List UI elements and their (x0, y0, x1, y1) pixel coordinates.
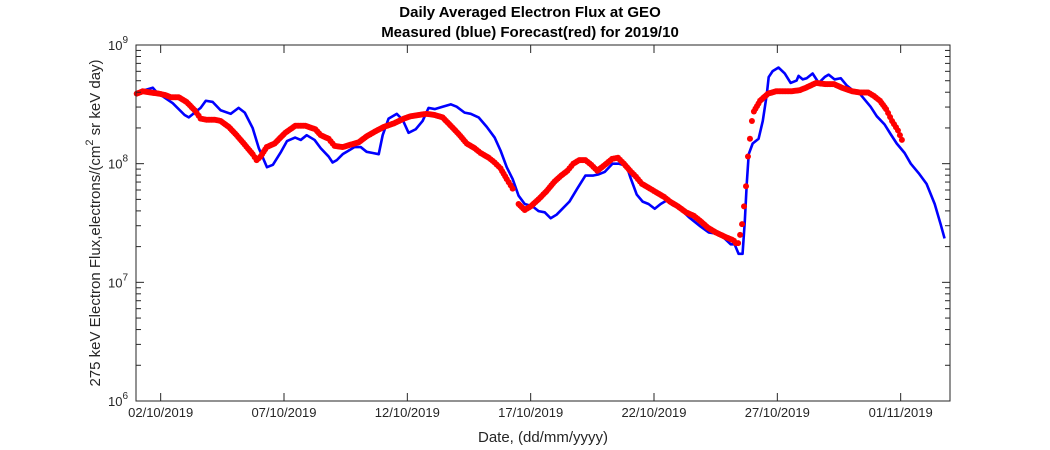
forecast-point (898, 136, 905, 143)
forecast-point (746, 135, 753, 142)
forecast-point (509, 185, 516, 192)
plot-area (136, 45, 950, 401)
y-axis-label-sup: 2 (84, 139, 96, 145)
y-tick-exponent: 8 (122, 154, 128, 165)
axes-frame (135, 44, 951, 402)
y-tick-base: 10 (108, 394, 122, 409)
forecast-point (748, 117, 755, 124)
y-tick-label: 107 (108, 272, 128, 290)
chart-subtitle: Measured (blue) Forecast(red) for 2019/1… (381, 24, 679, 41)
forecast-point (739, 221, 746, 228)
chart-title: Daily Averaged Electron Flux at GEO (399, 4, 661, 21)
x-tick-label: 12/10/2019 (375, 405, 440, 420)
x-tick-label: 01/11/2019 (869, 405, 933, 420)
x-tick-label: 02/10/2019 (128, 405, 193, 420)
series-line-measured (136, 66, 946, 256)
y-tick-exponent: 9 (122, 35, 128, 46)
y-tick-base: 10 (108, 275, 122, 290)
forecast-point (737, 231, 744, 238)
y-axis-label-rest: sr keV day) (87, 59, 104, 139)
x-tick-label: 22/10/2019 (621, 405, 686, 420)
forecast-point (735, 240, 742, 247)
forecast-point (744, 153, 751, 160)
x-axis-label: Date, (dd/mm/yyyy) (478, 429, 608, 446)
y-tick-base: 10 (108, 157, 122, 172)
forecast-point (741, 203, 748, 210)
x-tick-label: 07/10/2019 (251, 405, 316, 420)
series-layer (133, 66, 946, 256)
y-tick-label: 109 (108, 35, 128, 53)
y-tick-label: 106 (108, 391, 128, 409)
y-tick-exponent: 6 (122, 391, 128, 402)
x-tick-label: 27/10/2019 (745, 405, 810, 420)
y-axis-label-main: 275 keV Electron Flux,electrons/(cm (87, 146, 104, 387)
forecast-point (896, 132, 903, 139)
y-tick-base: 10 (108, 38, 122, 53)
x-axis: 02/10/2019 07/10/2019 12/10/2019 17/10/2019… (128, 45, 933, 420)
y-tick-label: 108 (108, 154, 128, 172)
forecast-point (743, 183, 750, 190)
forecast-point (894, 127, 901, 134)
y-axis-label: 275 keV Electron Flux,electrons/(cm2 sr … (84, 59, 104, 386)
y-tick-exponent: 7 (122, 272, 128, 283)
x-tick-label: 17/10/2019 (498, 405, 563, 420)
